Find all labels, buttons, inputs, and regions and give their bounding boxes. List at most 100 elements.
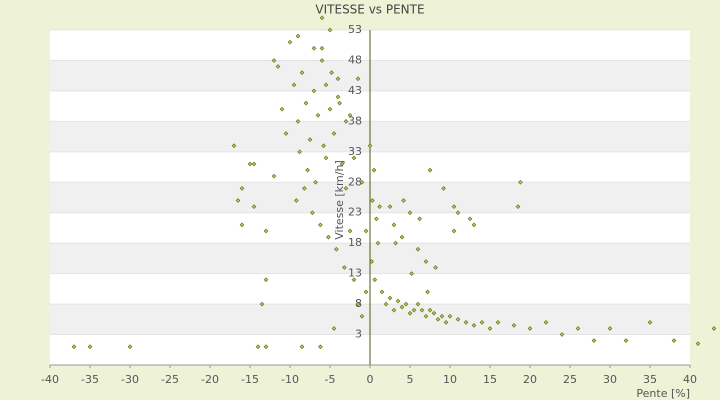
point [337,100,342,106]
point [559,332,565,337]
point [591,338,597,344]
point [695,341,701,347]
point [335,76,341,82]
point [471,323,477,328]
point [259,301,265,307]
x-tick-label: 10 [443,373,457,386]
point [427,167,433,173]
y-tick-label: 3 [355,328,362,341]
point [327,27,333,33]
point [367,143,373,149]
point [299,70,305,76]
x-axis-title: Pente [%] [636,387,690,400]
point [247,161,253,167]
point [391,307,397,313]
point [287,39,293,45]
point [331,131,337,136]
point [335,94,341,100]
point [255,344,261,350]
point [671,338,677,344]
point [387,295,393,301]
point [487,326,493,331]
point [369,259,374,264]
point [425,289,430,295]
point [291,82,297,88]
point [334,246,339,252]
point [435,316,441,322]
point [379,289,385,295]
point [239,185,245,191]
point [607,326,613,331]
point [295,118,301,124]
point [311,88,317,94]
point [342,265,347,270]
point [363,228,369,234]
point [409,271,414,277]
point [372,277,378,283]
point [387,204,393,210]
point [399,304,405,310]
x-tick-label: -20 [201,373,219,386]
point [275,64,281,69]
y-tick-label: 18 [348,236,362,249]
point [323,82,329,88]
point [319,45,325,51]
point [271,58,277,63]
point [431,310,437,316]
point [355,76,361,82]
point [391,222,397,228]
point [407,310,413,316]
point [251,204,257,210]
point [439,313,445,319]
point [451,204,457,210]
y-tick-label: 23 [348,206,362,219]
point [311,45,317,51]
point [463,319,469,325]
point [302,185,307,191]
y-tick-label: 33 [348,145,362,158]
y-tick-label: 38 [348,114,362,127]
point [711,326,717,331]
point [71,344,77,350]
point [294,198,299,203]
point [455,210,461,216]
point [399,234,405,240]
point [515,204,521,210]
x-tick-label: 5 [407,373,414,386]
point [467,216,473,222]
point [263,344,269,350]
point [263,228,269,234]
point [313,179,318,185]
point [423,313,429,319]
point [359,179,365,185]
point [395,298,401,304]
point [363,289,369,295]
point [370,198,375,203]
point [329,70,334,76]
point [393,240,398,246]
x-tick-label: -10 [281,373,299,386]
x-tick-label: -25 [161,373,179,386]
x-tick-label: 15 [483,373,497,386]
point [307,137,313,143]
point [415,246,421,252]
point [339,161,345,167]
point [623,338,629,344]
point [401,198,406,203]
x-tick-label: 20 [523,373,537,386]
y-tick-label: 53 [348,23,362,36]
point [315,112,321,118]
point [310,210,315,216]
point [427,307,433,313]
x-tick-label: 25 [563,373,577,386]
point [495,319,501,325]
x-tick-label: 30 [603,373,617,386]
y-tick-label: 48 [348,53,362,66]
point [359,313,365,319]
y-tick-label: 13 [348,267,362,280]
point [371,167,377,173]
point [455,316,461,322]
x-tick-label: 0 [367,373,374,386]
point [377,204,382,210]
